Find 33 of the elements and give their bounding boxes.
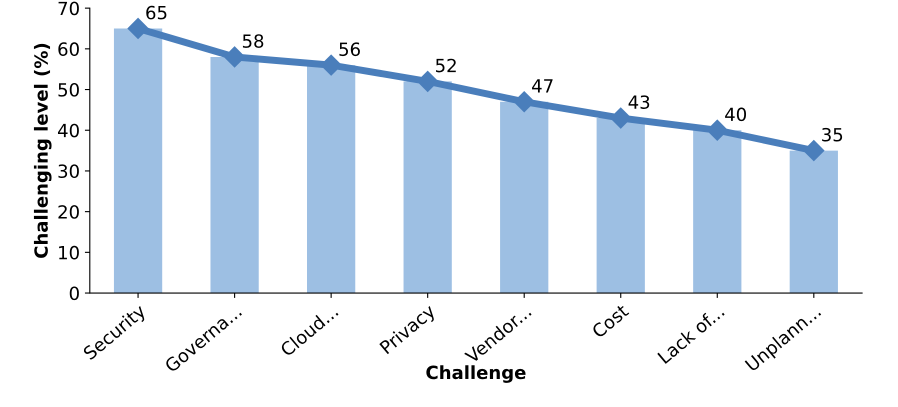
bar [210,56,259,294]
data-label: 56 [339,42,360,56]
data-label: 65 [146,6,166,20]
data-label: 47 [532,79,553,92]
y-tick-label: 40 [58,124,79,138]
y-tick-label: 50 [58,83,79,97]
point [803,140,824,162]
point [706,120,728,141]
data-label: 58 [242,34,264,48]
y-tick-label: 0 [70,286,79,300]
bar [790,150,838,294]
data-label: 40 [725,108,746,122]
x-axis-title: Challenge [426,365,526,383]
y-tick-label: 30 [58,164,79,178]
y-axis-title: Challenging level (%) [34,44,52,258]
data-label: 52 [436,58,456,72]
y-tick-label: 70 [58,2,79,16]
point [417,70,438,92]
bar [596,118,645,294]
bar [693,130,742,294]
bar [307,65,356,294]
point [610,108,632,129]
x-tick-label: Cost [590,303,630,339]
data-label: 35 [822,128,842,142]
bar [404,81,452,294]
point [514,91,535,112]
data-label: 43 [628,95,650,109]
point [128,18,149,40]
bar [500,102,548,294]
y-tick-label: 10 [59,246,79,260]
y-tick-label: 60 [58,42,79,56]
y-tick-label: 20 [58,205,79,219]
bar [114,28,162,294]
